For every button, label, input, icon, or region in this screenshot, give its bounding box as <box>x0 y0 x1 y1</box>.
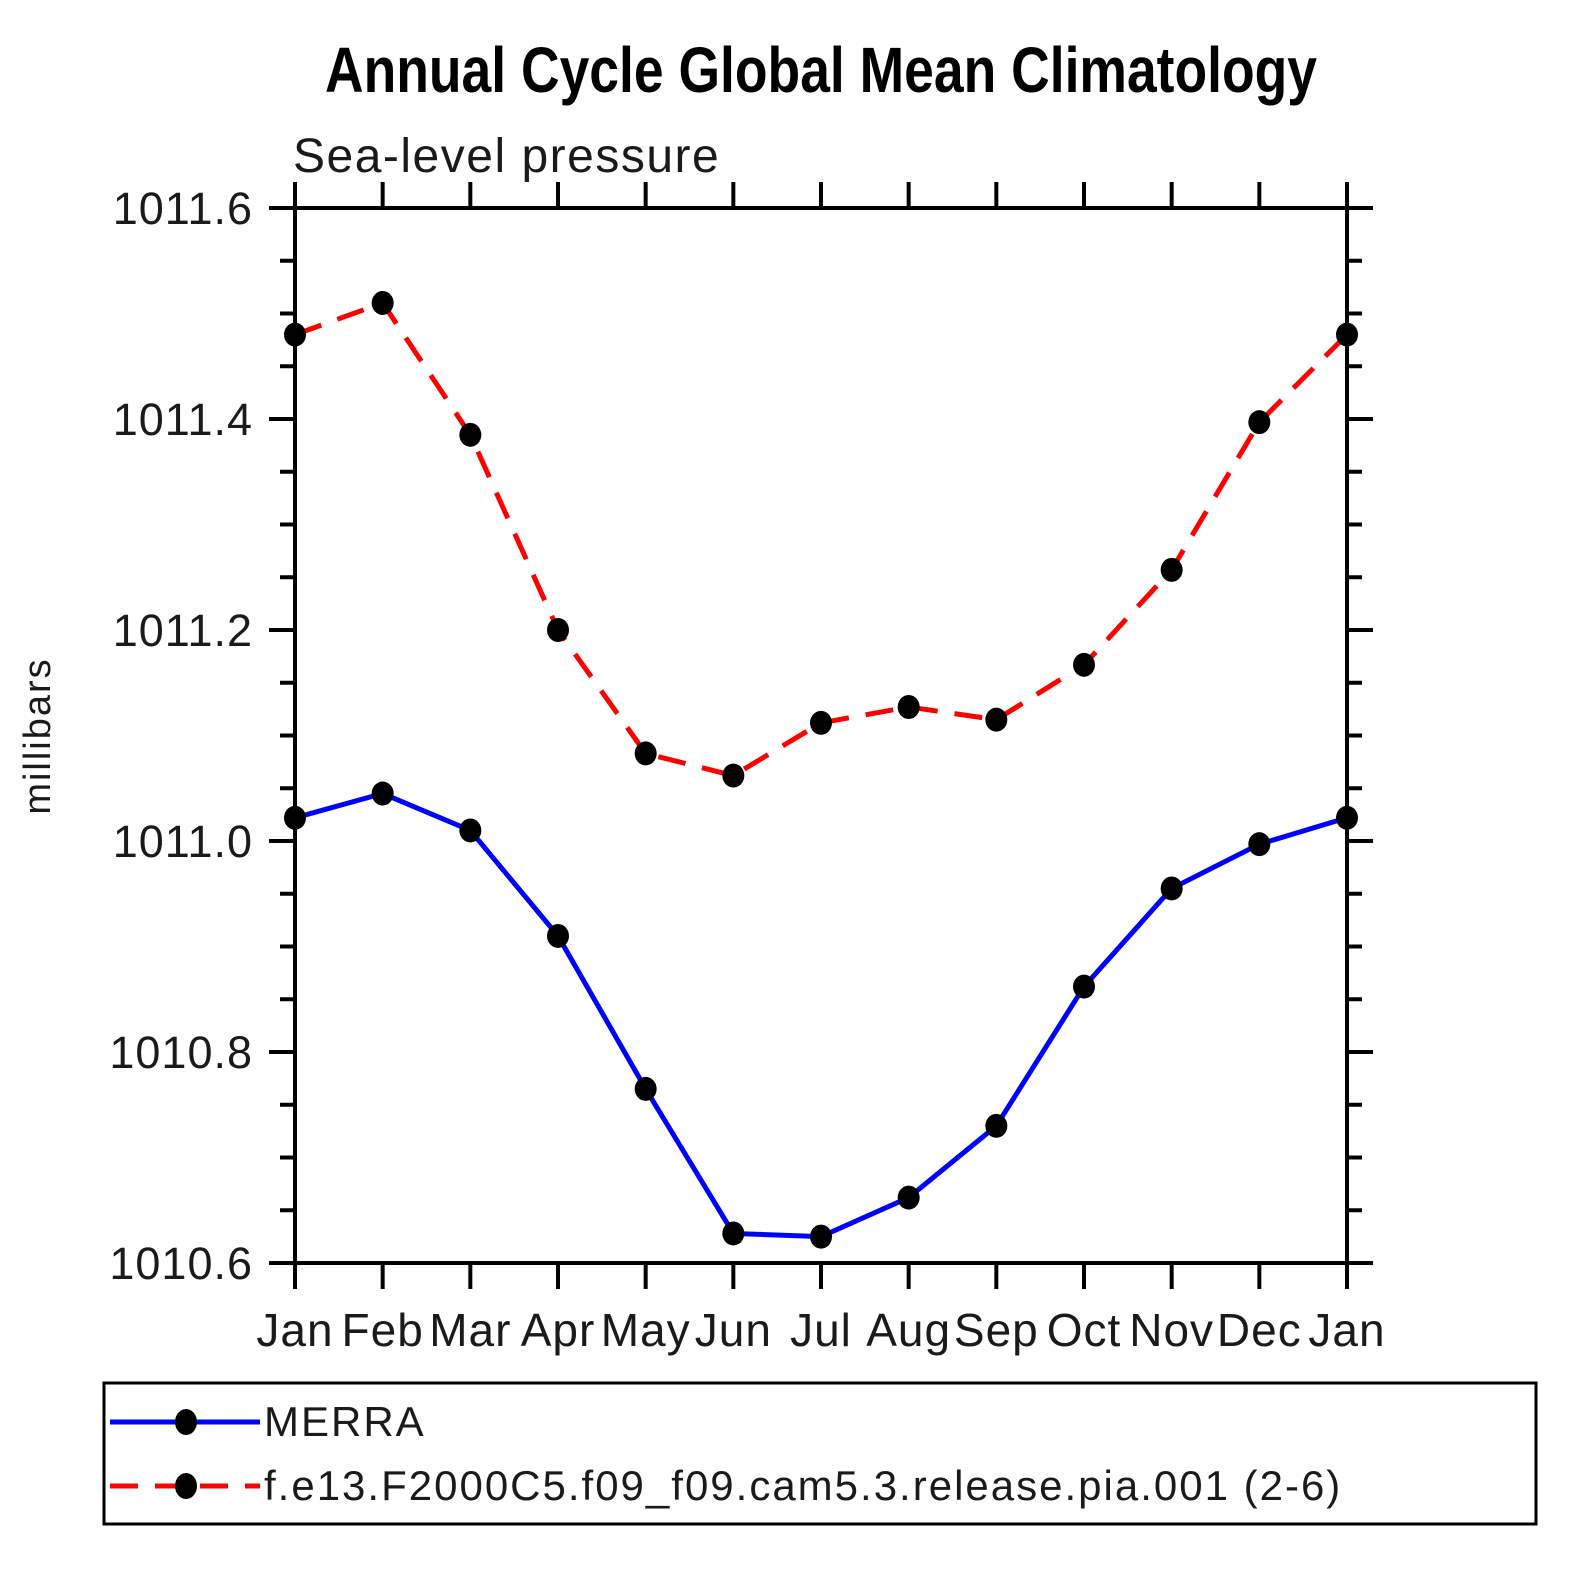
series-line-model <box>294 299 1349 779</box>
data-point-model-9 <box>1073 652 1095 677</box>
chart-subtitle: Sea-level pressure <box>293 130 720 183</box>
data-point-model-4 <box>634 741 657 766</box>
chart-title: Annual Cycle Global Mean Climatology <box>325 34 1317 106</box>
data-point-merra-10 <box>1160 876 1183 901</box>
x-tick-label-2: Mar <box>429 1304 511 1356</box>
data-point-merra-0 <box>284 805 306 830</box>
data-point-model-12 <box>1336 322 1358 347</box>
data-point-model-6 <box>810 710 832 735</box>
x-tick-label-6: Jul <box>790 1304 852 1356</box>
x-tick-label-1: Feb <box>342 1304 424 1356</box>
legend-label-model: f.e13.F2000C5.f09_f09.cam5.3.release.pia… <box>264 1462 1342 1509</box>
data-point-model-5 <box>722 763 745 788</box>
x-tick-label-10: Nov <box>1129 1304 1214 1356</box>
x-tick-label-9: Oct <box>1047 1304 1122 1356</box>
legend-box <box>102 1381 1538 1526</box>
x-tick-label-12: Jan <box>1308 1304 1385 1356</box>
data-point-merra-1 <box>371 781 394 806</box>
legend-marker-icon-model <box>175 1473 197 1499</box>
data-point-model-8 <box>985 707 1008 732</box>
data-point-merra-6 <box>810 1224 832 1249</box>
y-tick-label: 1010.6 <box>109 1238 253 1289</box>
x-tick-label-8: Sep <box>954 1304 1039 1356</box>
data-point-model-3 <box>547 618 569 642</box>
legend: MERRA f.e13.F2000C5.f09_f09.cam5.3.releas… <box>102 1381 1538 1526</box>
x-tick-label-4: May <box>601 1304 691 1356</box>
data-point-merra-4 <box>634 1076 657 1101</box>
data-point-model-0 <box>284 322 306 347</box>
plot-area <box>293 206 1349 1265</box>
series-line-merra <box>294 790 1348 1240</box>
x-tick-label-5: Jun <box>695 1304 772 1356</box>
y-tick-label: 1011.6 <box>113 183 253 234</box>
y-tick-label: 1011.4 <box>113 394 253 445</box>
x-tick-label-3: Apr <box>521 1304 596 1356</box>
data-point-merra-7 <box>897 1185 920 1210</box>
y-axis-title: millibars <box>17 657 59 814</box>
legend-label-merra: MERRA <box>264 1398 426 1445</box>
data-point-merra-3 <box>547 923 569 948</box>
data-point-merra-9 <box>1073 974 1095 999</box>
axis-tick-labels: Jan Feb Mar Apr May Jun Jul Aug Sep Oct Nov Dec Jan1… <box>109 183 1385 1356</box>
data-point-model-10 <box>1160 557 1183 582</box>
data-point-model-11 <box>1248 410 1271 435</box>
data-point-merra-2 <box>459 818 482 843</box>
data-point-model-2 <box>459 422 482 447</box>
y-tick-label: 1010.8 <box>109 1027 253 1078</box>
data-point-merra-12 <box>1336 805 1358 830</box>
x-tick-label-0: Jan <box>256 1304 333 1356</box>
legend-marker-icon-merra <box>175 1409 197 1435</box>
data-point-merra-8 <box>985 1113 1008 1138</box>
data-point-model-1 <box>371 290 394 315</box>
y-tick-label: 1011.0 <box>113 816 253 867</box>
data-point-merra-5 <box>722 1221 745 1246</box>
x-tick-label-7: Aug <box>866 1304 951 1356</box>
data-point-model-7 <box>897 695 920 720</box>
axis-ticks <box>269 182 1373 1289</box>
y-tick-label: 1011.2 <box>113 605 253 656</box>
data-point-merra-11 <box>1248 832 1271 857</box>
data-series <box>284 290 1358 1249</box>
x-tick-label-11: Dec <box>1217 1304 1302 1356</box>
